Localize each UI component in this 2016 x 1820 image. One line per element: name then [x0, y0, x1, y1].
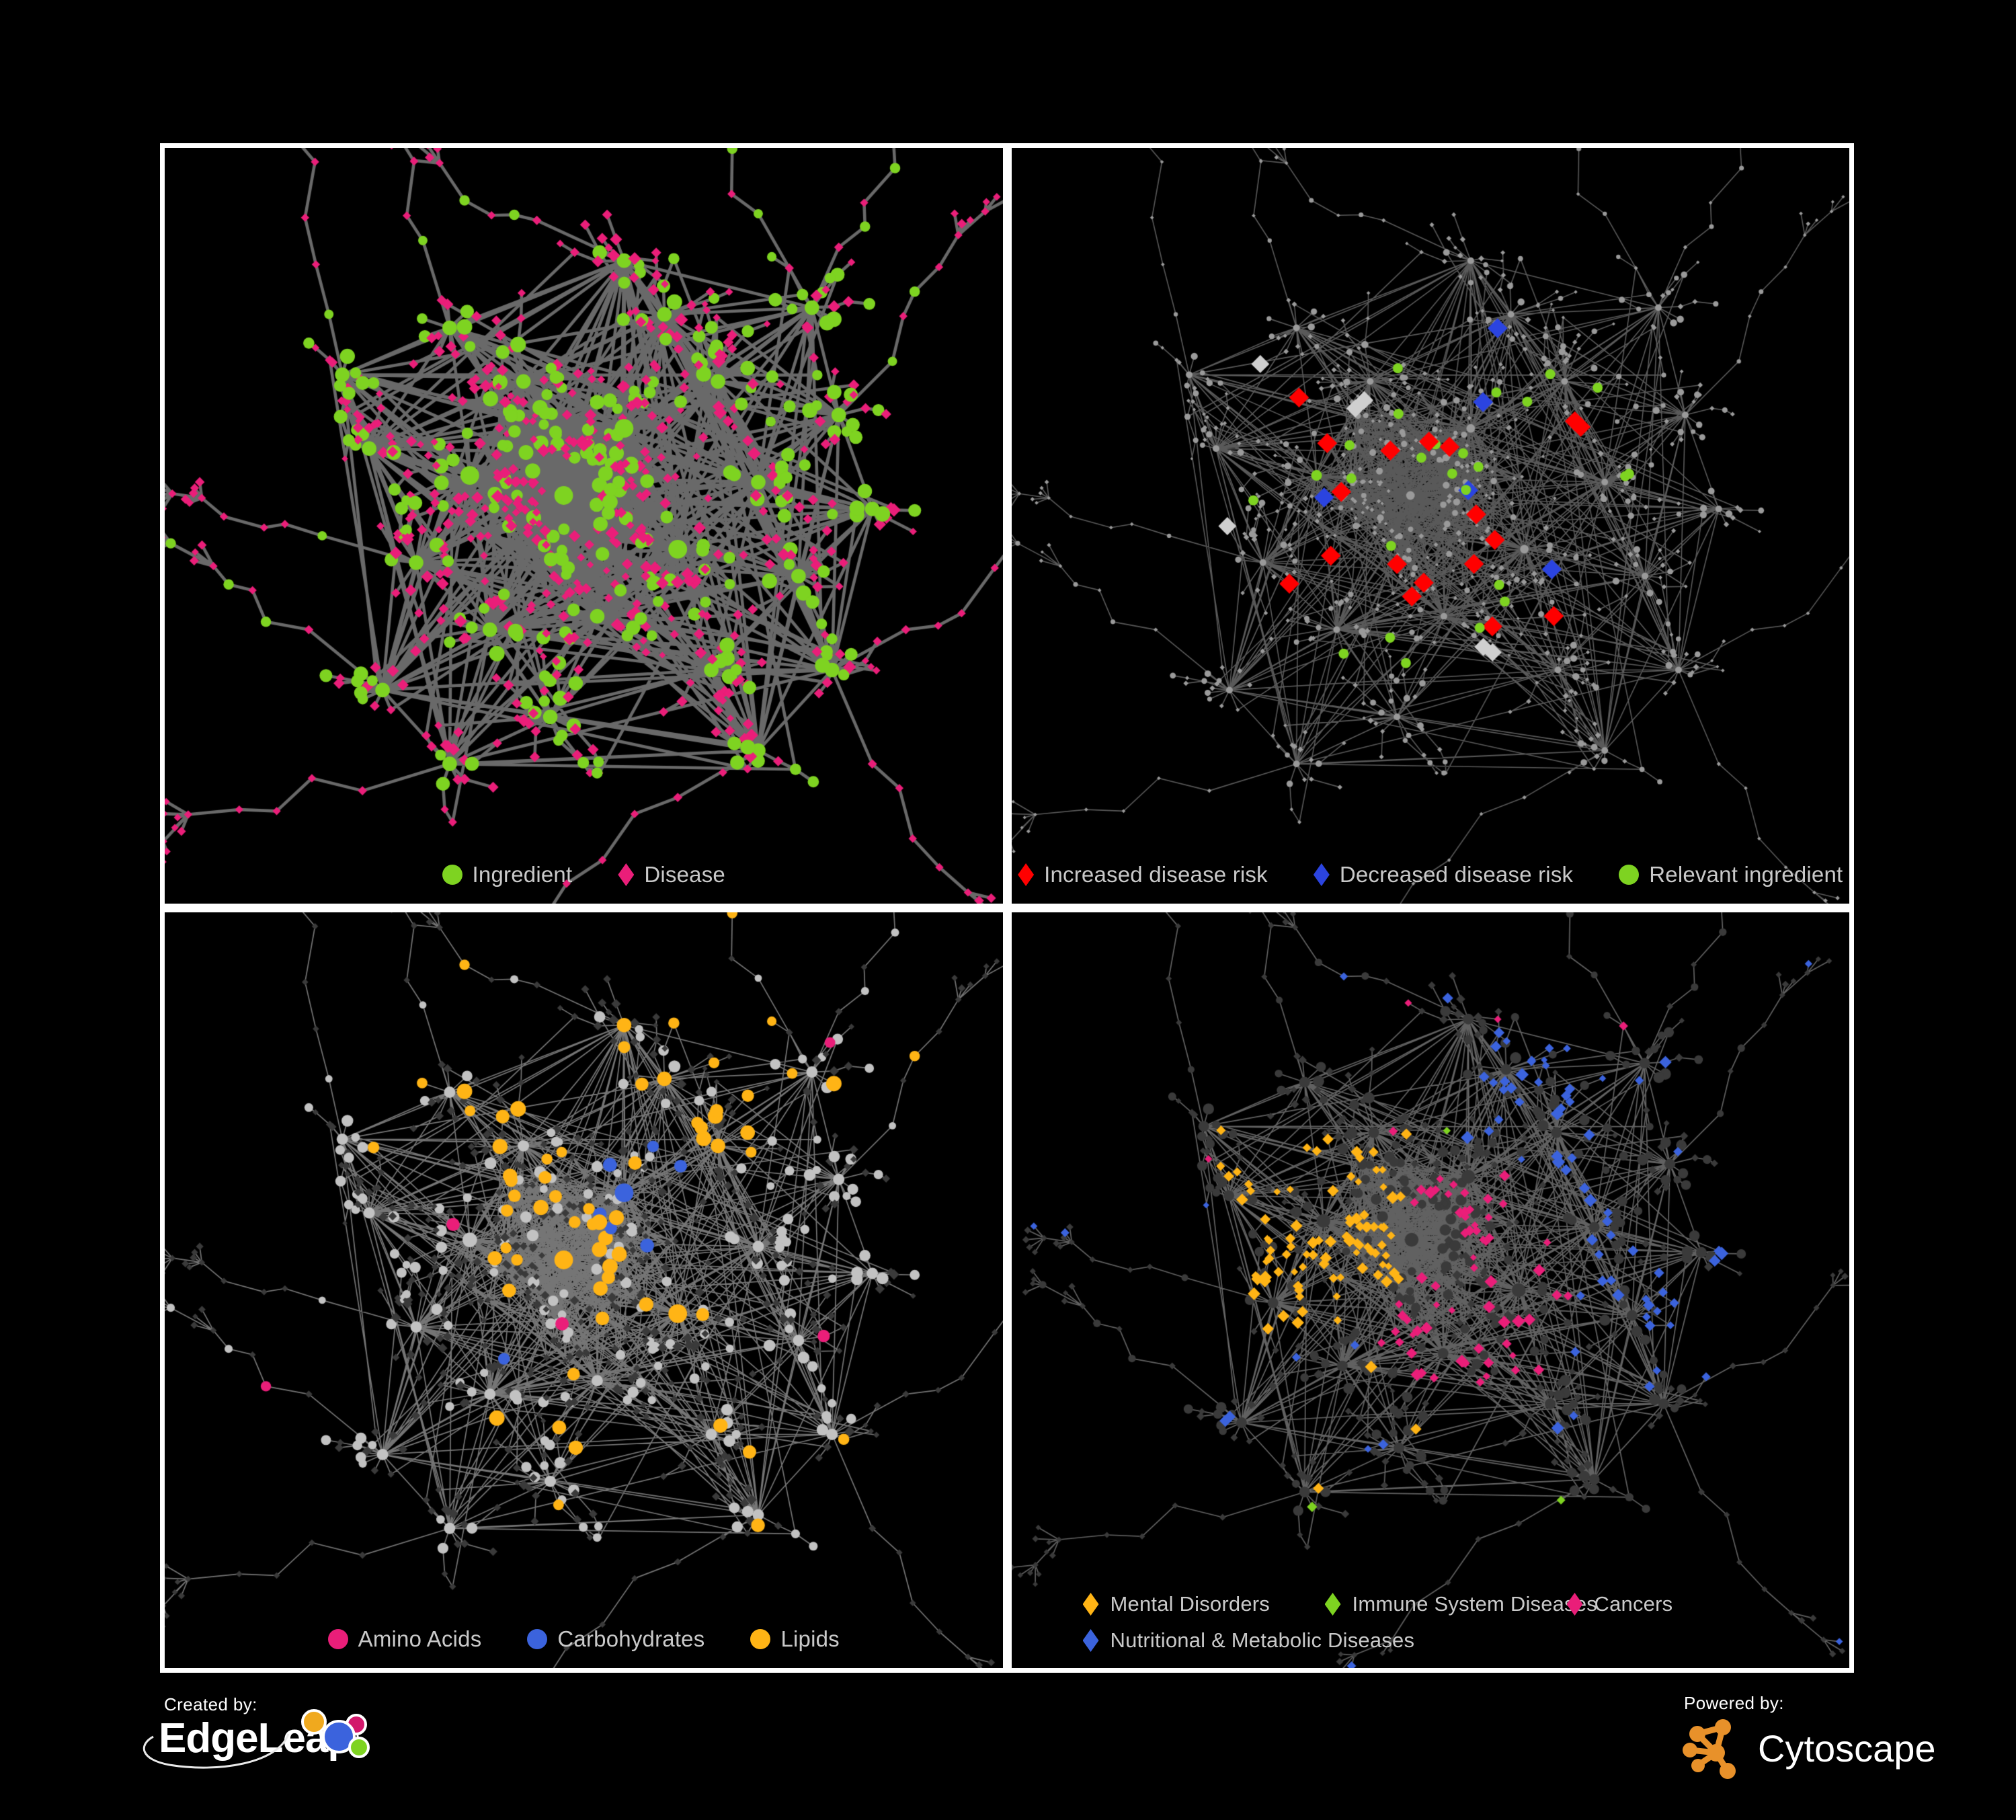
created-by-kicker: Created by: — [164, 1694, 257, 1714]
powered-by-block: Powered by: — [1679, 1693, 1936, 1781]
panel-ingredient-disease-network[interactable]: Ingredient Disease — [165, 148, 1003, 904]
network-canvas-disease-risk[interactable] — [1011, 148, 1849, 904]
panel-ingredient-class-network[interactable]: Amino Acids Carbohydrates Lipids — [165, 912, 1003, 1668]
edgeleap-logo-row: EdgeLeap — [143, 1709, 370, 1769]
panel-disease-class-network[interactable]: Mental Disorders Immune System Diseases … — [1011, 912, 1849, 1668]
cytoscape-wordmark: Cytoscape — [1758, 1727, 1936, 1770]
figure-footer: Created by: EdgeLeap — [0, 1681, 2016, 1820]
network-canvas-disease-class[interactable] — [1011, 912, 1849, 1668]
panel-disease-risk-network[interactable]: Increased disease risk Decreased disease… — [1011, 148, 1849, 904]
cytoscape-logo-row: Cytoscape — [1679, 1716, 1936, 1781]
cytoscape-logo-icon — [1683, 1719, 1736, 1779]
powered-by-kicker: Powered by: — [1684, 1693, 1784, 1713]
panel-grid: Ingredient Disease Increased disease ris… — [160, 143, 1854, 1673]
created-by-block: Created by: EdgeLeap — [143, 1694, 370, 1769]
network-canvas-ingredient-class[interactable] — [165, 912, 1003, 1668]
network-canvas-ingredient-disease[interactable] — [165, 148, 1003, 904]
edgeleap-swoosh-icon — [143, 1733, 290, 1769]
edgeleap-node-logo-icon — [301, 1709, 370, 1758]
